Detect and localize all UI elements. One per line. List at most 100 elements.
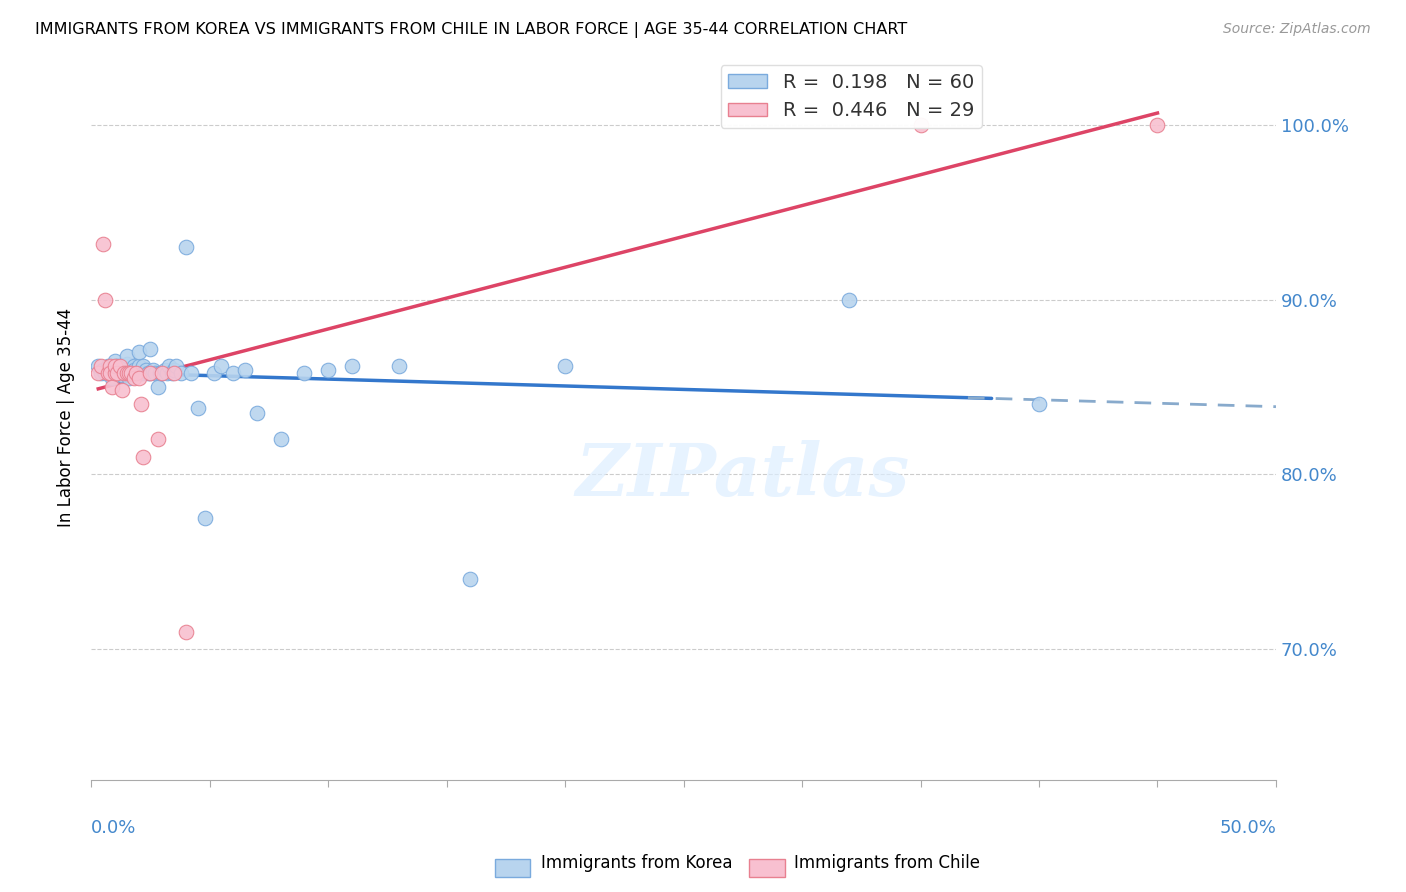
Text: IMMIGRANTS FROM KOREA VS IMMIGRANTS FROM CHILE IN LABOR FORCE | AGE 35-44 CORREL: IMMIGRANTS FROM KOREA VS IMMIGRANTS FROM…	[35, 22, 907, 38]
Point	[139, 366, 162, 380]
Point	[128, 371, 150, 385]
Point	[115, 349, 138, 363]
Point	[150, 366, 173, 380]
Point	[153, 362, 176, 376]
Point	[129, 397, 152, 411]
Point	[136, 366, 159, 380]
Y-axis label: In Labor Force | Age 35-44: In Labor Force | Age 35-44	[58, 308, 75, 527]
Point	[160, 366, 183, 380]
Point	[174, 624, 197, 639]
Point	[90, 359, 112, 373]
Point	[838, 293, 860, 307]
Point	[187, 401, 209, 415]
Point	[146, 380, 169, 394]
Point	[104, 366, 127, 380]
Point	[139, 366, 162, 380]
Point	[105, 359, 128, 373]
Point	[94, 293, 117, 307]
Point	[174, 240, 197, 254]
Point	[118, 371, 141, 385]
Point	[170, 366, 193, 380]
Point	[104, 353, 127, 368]
Point	[135, 362, 157, 376]
Point	[146, 433, 169, 447]
Point	[211, 359, 233, 373]
Point	[128, 359, 150, 373]
Point	[112, 366, 135, 380]
Point	[149, 366, 172, 380]
Legend: R =  0.198   N = 60, R =  0.446   N = 29: R = 0.198 N = 60, R = 0.446 N = 29	[720, 65, 981, 128]
Point	[222, 366, 245, 380]
Point	[156, 366, 179, 380]
Point	[111, 368, 134, 382]
Point	[340, 359, 363, 373]
Point	[97, 366, 120, 380]
Point	[101, 371, 124, 385]
Text: Immigrants from Chile: Immigrants from Chile	[794, 855, 980, 872]
Point	[163, 362, 186, 376]
Point	[122, 359, 145, 373]
Point	[98, 366, 121, 380]
Point	[112, 366, 135, 380]
Text: Source: ZipAtlas.com: Source: ZipAtlas.com	[1223, 22, 1371, 37]
Point	[108, 359, 131, 373]
Point	[122, 362, 145, 376]
Point	[125, 366, 148, 380]
Point	[115, 357, 138, 371]
Point	[554, 359, 576, 373]
Point	[115, 366, 138, 380]
Point	[150, 366, 173, 380]
Point	[98, 359, 121, 373]
Point	[91, 362, 114, 376]
Point	[98, 366, 121, 380]
Point	[142, 362, 165, 376]
Point	[163, 366, 186, 380]
Point	[87, 366, 110, 380]
Point	[132, 366, 155, 380]
Point	[910, 118, 932, 132]
Point	[157, 359, 180, 373]
Point	[87, 359, 110, 373]
Point	[91, 236, 114, 251]
FancyBboxPatch shape	[495, 859, 530, 877]
Point	[122, 371, 145, 385]
Point	[90, 366, 112, 380]
Point	[202, 366, 225, 380]
Point	[104, 359, 127, 373]
Point	[180, 366, 202, 380]
Point	[118, 366, 141, 380]
Point	[104, 366, 127, 380]
Text: 0.0%: 0.0%	[91, 819, 136, 837]
Text: ZIPatlas: ZIPatlas	[575, 440, 910, 511]
Point	[129, 366, 152, 380]
Point	[94, 366, 117, 380]
Point	[388, 359, 411, 373]
Point	[143, 366, 166, 380]
Point	[108, 362, 131, 376]
FancyBboxPatch shape	[749, 859, 785, 877]
Point	[98, 362, 121, 376]
Point	[1028, 397, 1050, 411]
Point	[194, 511, 217, 525]
Point	[233, 362, 256, 376]
Point	[1146, 118, 1168, 132]
Point	[120, 366, 142, 380]
Point	[166, 359, 188, 373]
Point	[132, 359, 155, 373]
Point	[105, 366, 128, 380]
Text: 50.0%: 50.0%	[1219, 819, 1277, 837]
Point	[458, 572, 481, 586]
Point	[125, 366, 148, 380]
Point	[101, 380, 124, 394]
Text: Immigrants from Korea: Immigrants from Korea	[541, 855, 733, 872]
Point	[111, 384, 134, 398]
Point	[128, 345, 150, 359]
Point	[270, 433, 292, 447]
Point	[294, 366, 316, 380]
Point	[132, 450, 155, 464]
Point	[120, 366, 142, 380]
Point	[139, 342, 162, 356]
Point	[97, 359, 120, 373]
Point	[246, 406, 269, 420]
Point	[316, 362, 339, 376]
